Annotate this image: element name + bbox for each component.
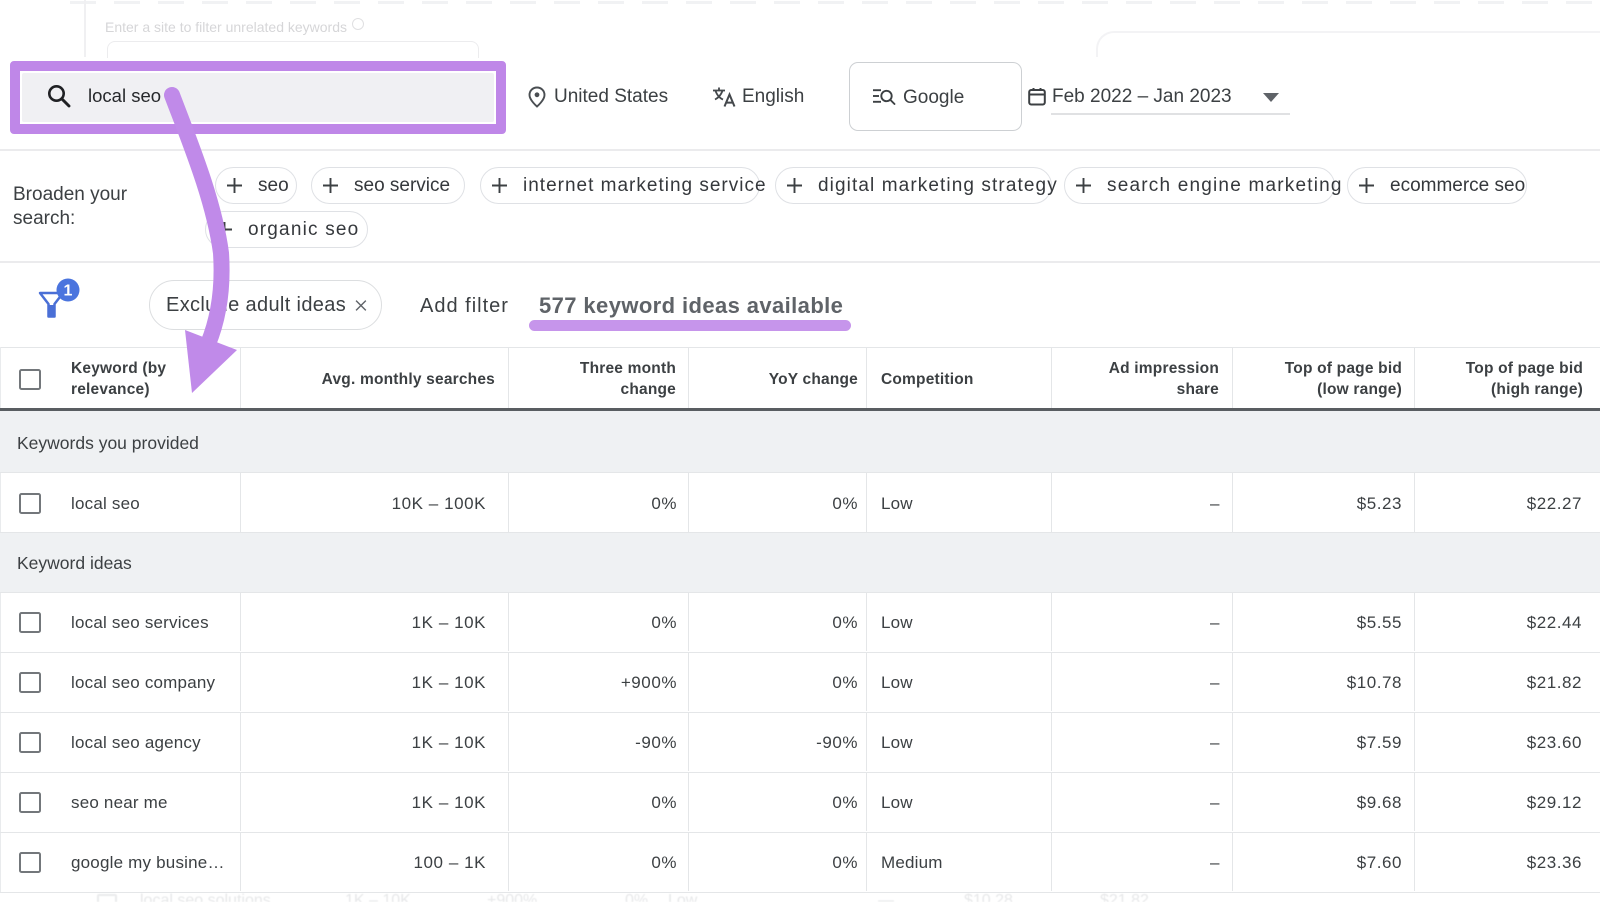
svg-text:1: 1 (64, 283, 73, 300)
